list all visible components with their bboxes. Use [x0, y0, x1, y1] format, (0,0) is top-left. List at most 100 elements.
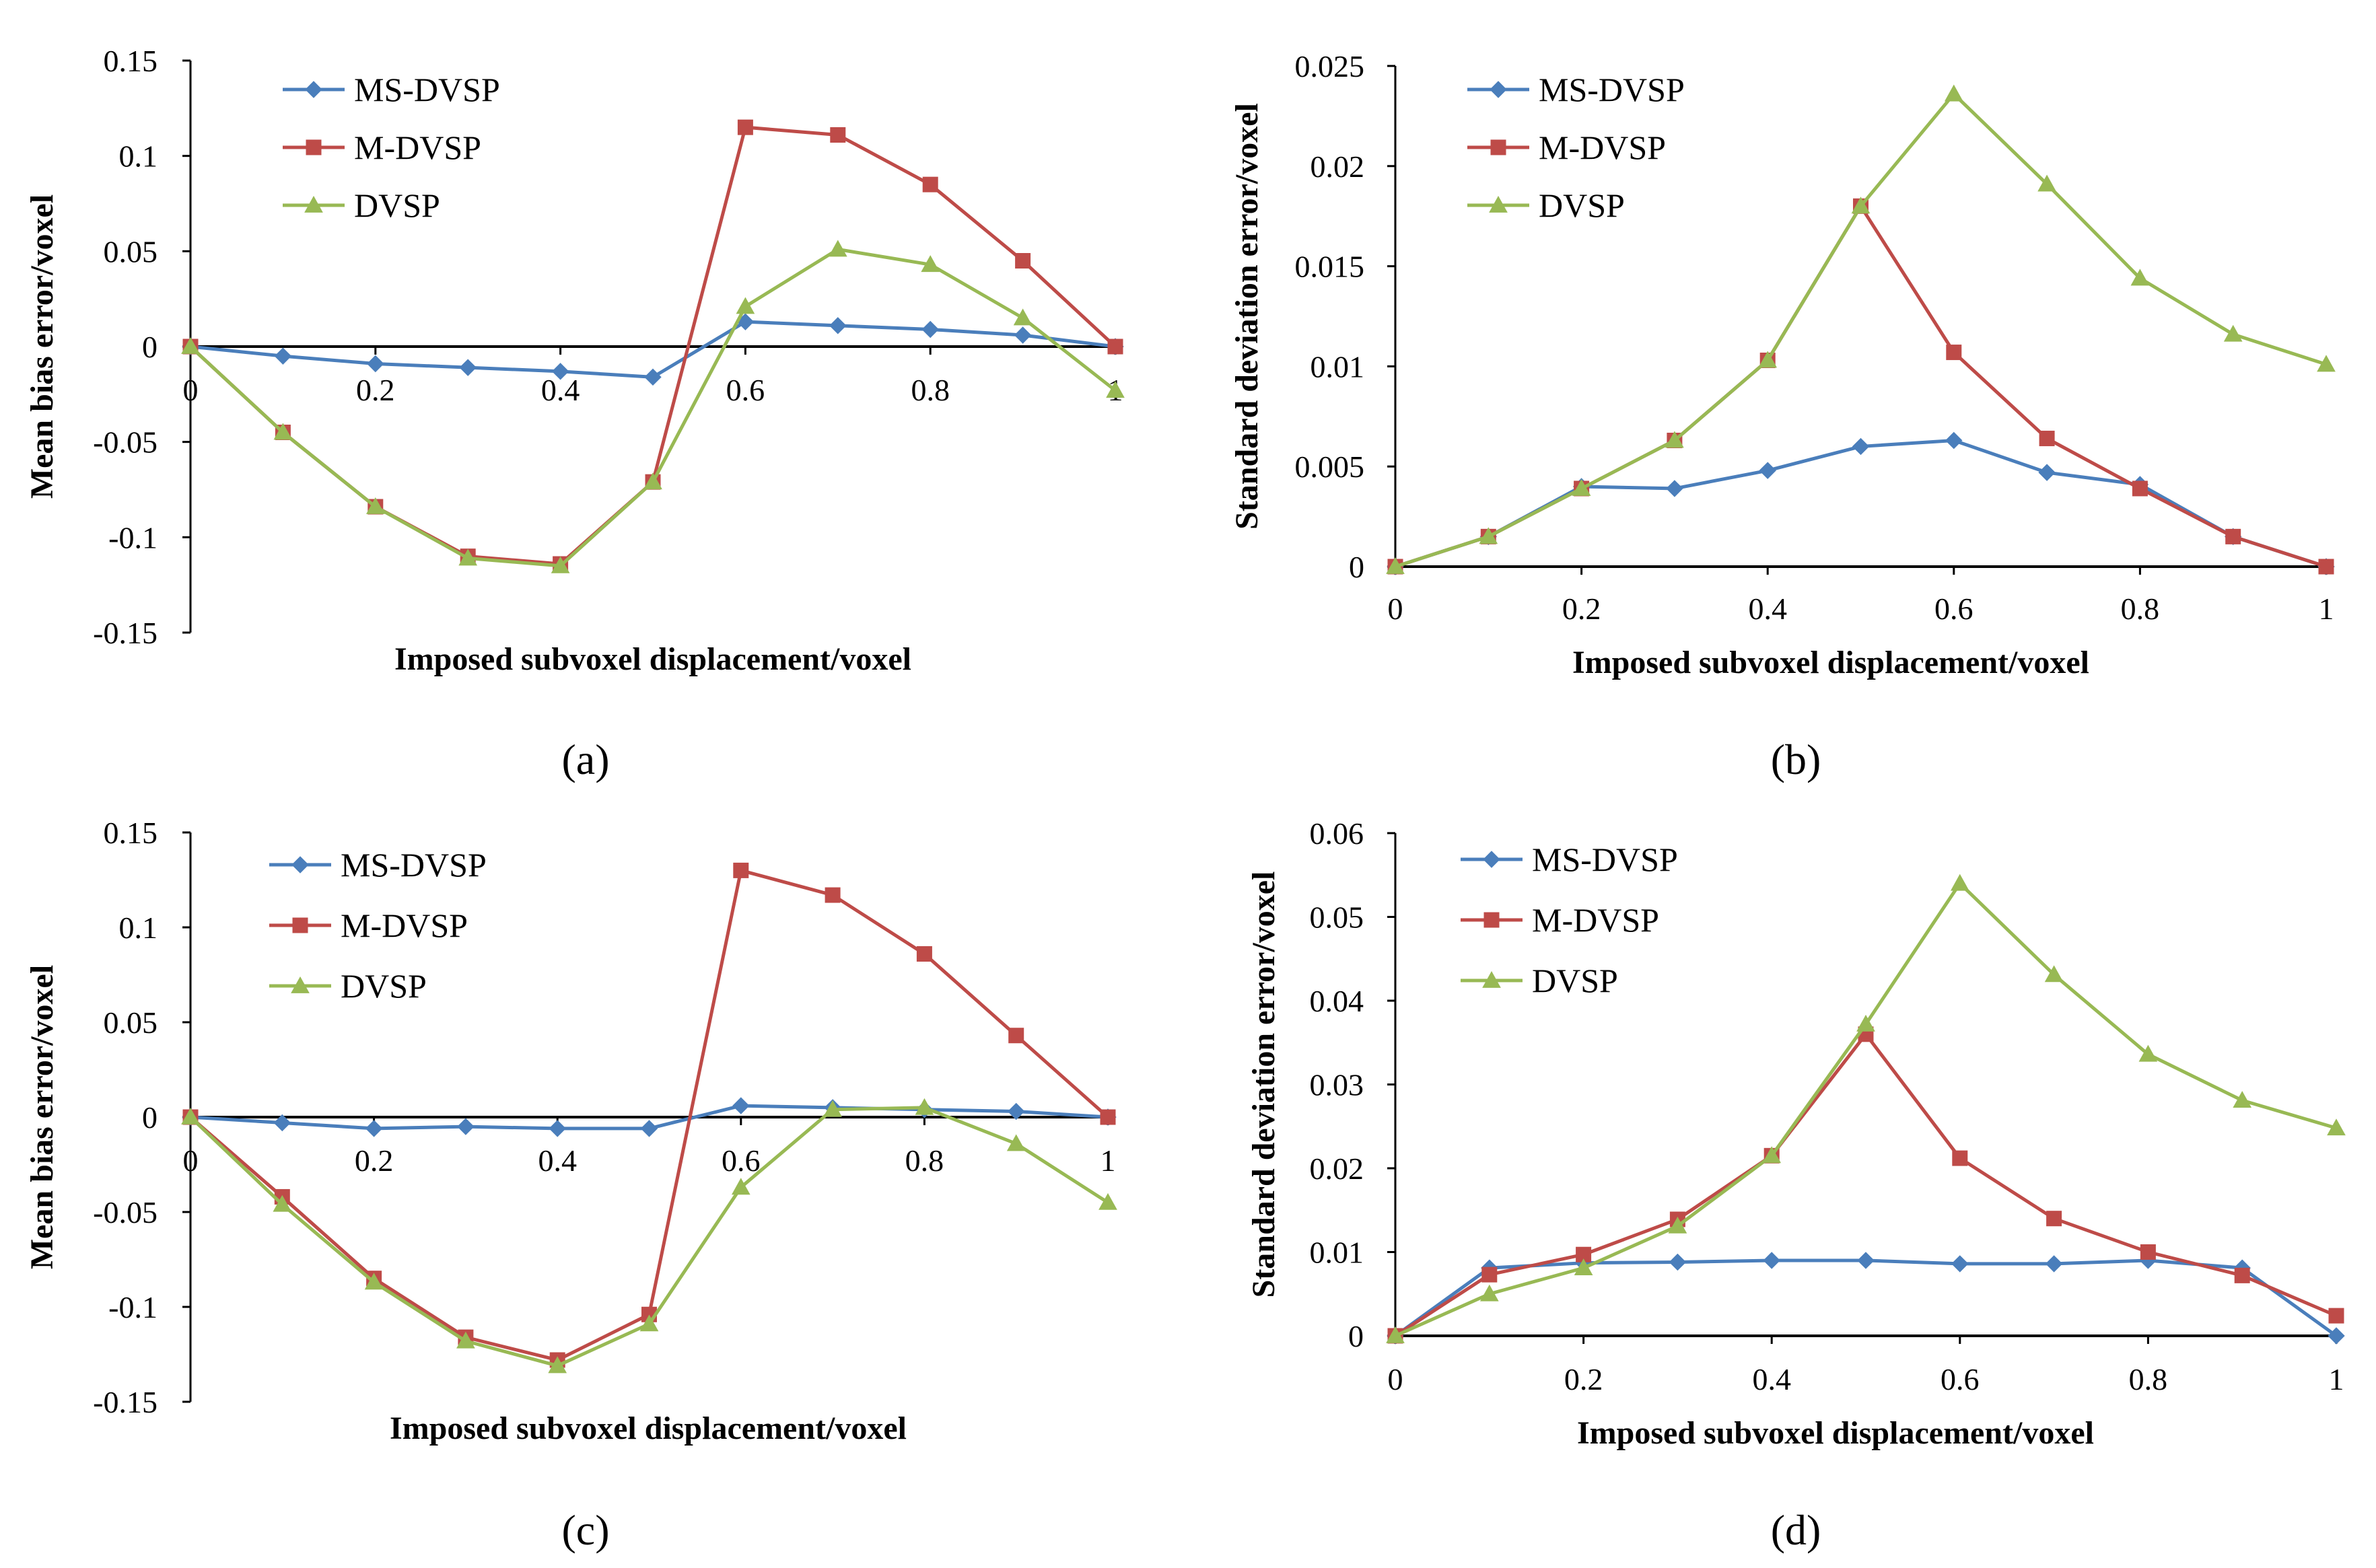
panel-label: (b) — [1771, 736, 1821, 783]
x-tick-label: 0.2 — [355, 1143, 394, 1178]
x-tick-label: 0.8 — [2129, 1362, 2168, 1396]
data-point — [1107, 338, 1123, 355]
data-point — [922, 176, 938, 192]
x-tick-label: 0.6 — [722, 1143, 761, 1178]
x-tick-label: 0.6 — [726, 373, 765, 407]
data-point — [273, 1114, 291, 1132]
data-point — [365, 1120, 383, 1137]
data-point — [1665, 431, 1684, 448]
data-point — [551, 556, 570, 573]
data-point — [2044, 965, 2064, 983]
data-point — [644, 368, 662, 386]
series-dvsp — [1386, 874, 2346, 1343]
x-axis-title: Imposed subvoxel displacement/voxel — [1577, 1415, 2094, 1451]
y-tick-label: 0.025 — [1295, 49, 1365, 83]
data-point — [2046, 1211, 2062, 1227]
panel-b: 0 0.005 0.01 0.015 0.02 0.025 0 0.2 0.4 0.6 0.8 1 Im… — [1229, 49, 2336, 783]
data-point — [367, 355, 384, 373]
legend-marker — [306, 139, 322, 155]
x-tick-label: 1 — [2329, 1362, 2344, 1396]
legend-label: M-DVSP — [341, 906, 468, 944]
data-point — [640, 1120, 658, 1137]
data-point — [274, 347, 292, 365]
data-point — [1951, 1255, 1969, 1273]
data-point — [829, 317, 847, 334]
data-point — [456, 1331, 475, 1349]
data-point — [1946, 345, 1962, 361]
data-point — [181, 336, 200, 354]
data-point — [2037, 174, 2056, 192]
data-point — [1006, 1134, 1026, 1151]
x-tick-label: 0 — [1388, 1362, 1403, 1396]
data-point — [1668, 1216, 1687, 1234]
data-point — [1944, 84, 1963, 102]
legend-marker — [1490, 81, 1507, 98]
x-tick-label: 1 — [2319, 592, 2334, 626]
x-tick-label: 0 — [183, 373, 199, 407]
legend-label: M-DVSP — [1539, 129, 1666, 166]
data-point — [1014, 326, 1032, 344]
data-point — [1952, 1150, 1968, 1166]
x-tick-label: 0.4 — [538, 1143, 577, 1178]
legend: MS-DVSP M-DVSP DVSP — [1461, 841, 1678, 999]
data-point — [273, 423, 293, 440]
y-tick-label: 0.15 — [104, 44, 158, 78]
legend-marker — [1483, 851, 1500, 868]
panel-c: -0.15 -0.1 -0.05 0 0.05 0.1 0.15 0 0.2 0.4 0.6 0.8 1… — [24, 816, 1117, 1554]
data-point — [1856, 1014, 1875, 1032]
data-point — [1386, 557, 1405, 574]
y-tick-label: -0.1 — [108, 520, 158, 555]
y-tick-label: 0.03 — [1310, 1068, 1364, 1102]
legend-marker — [291, 976, 310, 993]
panel-a: -0.15-0.1-0.0500.050.10.1500.20.40.60.81… — [24, 44, 1125, 783]
data-point — [1007, 1102, 1025, 1120]
y-tick-label: 0.02 — [1311, 149, 1365, 184]
x-tick-label: 0 — [1388, 592, 1403, 626]
data-point — [830, 127, 846, 143]
legend-label: DVSP — [341, 967, 427, 1005]
data-point — [1950, 874, 1969, 891]
data-point — [2039, 431, 2055, 447]
panel-label: (c) — [561, 1506, 609, 1554]
y-tick-label: 0.15 — [104, 816, 158, 850]
data-point — [181, 1107, 200, 1125]
legend-marker — [304, 195, 323, 213]
legend-label: MS-DVSP — [1539, 71, 1685, 108]
data-point — [1479, 1284, 1499, 1302]
series-m-dvsp — [1387, 1026, 2344, 1344]
data-point — [1669, 1253, 1687, 1271]
y-axis-title: Standard deviation error/voxel — [1229, 103, 1265, 530]
x-tick-label: 1 — [1100, 1143, 1116, 1178]
legend-label: MS-DVSP — [341, 846, 487, 884]
data-point — [273, 1195, 292, 1212]
y-tick-label: 0.02 — [1310, 1151, 1364, 1186]
y-tick-label: 0.015 — [1295, 250, 1365, 284]
data-point — [1098, 1192, 1117, 1210]
data-point — [2140, 1244, 2156, 1260]
data-point — [1945, 431, 1963, 450]
data-point — [2234, 1267, 2250, 1283]
data-point — [737, 119, 753, 135]
data-point — [2318, 559, 2334, 575]
data-point — [2045, 1255, 2063, 1273]
legend-label: MS-DVSP — [1532, 841, 1678, 878]
data-point — [1574, 1258, 1593, 1276]
y-axis-title: Mean bias error/voxel — [24, 194, 60, 499]
y-tick-label: -0.15 — [93, 616, 158, 650]
data-point — [1013, 308, 1033, 326]
data-point — [732, 1097, 750, 1114]
legend-label: DVSP — [1532, 962, 1618, 999]
y-tick-label: 0 — [1349, 550, 1364, 584]
y-tick-label: -0.05 — [93, 1195, 158, 1230]
data-point — [828, 240, 847, 257]
data-point — [551, 363, 569, 380]
x-tick-label: 0.4 — [1748, 592, 1787, 626]
data-point — [1758, 351, 1778, 368]
x-axis-title: Imposed subvoxel displacement/voxel — [390, 1411, 907, 1446]
data-point — [736, 297, 755, 314]
x-tick-label: 0.8 — [911, 373, 950, 407]
y-tick-label: -0.15 — [93, 1385, 158, 1419]
y-tick-label: 0.1 — [119, 139, 158, 174]
panel-label: (d) — [1771, 1506, 1821, 1554]
legend: MS-DVSP M-DVSP DVSP — [1467, 71, 1685, 224]
